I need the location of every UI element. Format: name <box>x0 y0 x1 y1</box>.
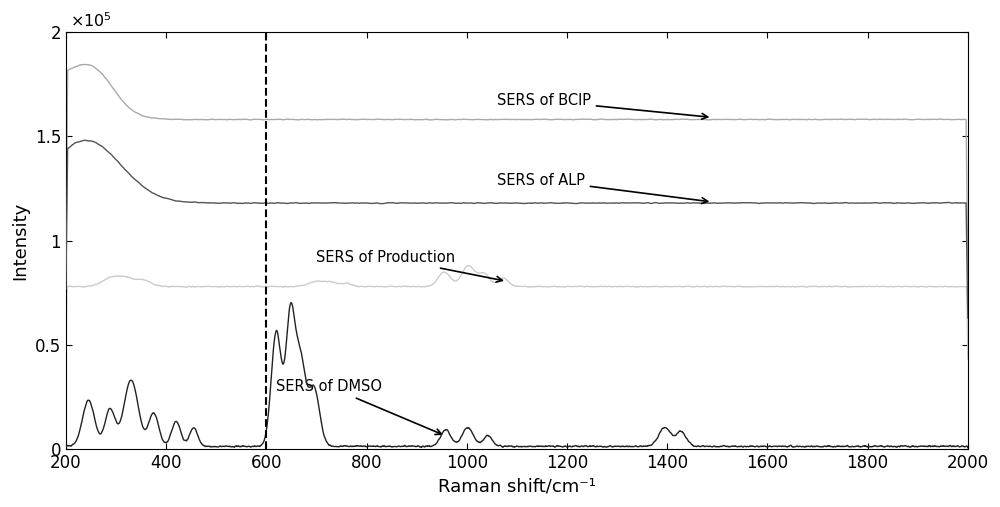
Text: SERS of ALP: SERS of ALP <box>497 172 708 203</box>
Text: SERS of DMSO: SERS of DMSO <box>276 379 441 434</box>
Text: $\times 10^5$: $\times 10^5$ <box>70 11 112 30</box>
Text: SERS of BClP: SERS of BClP <box>497 93 708 119</box>
Text: SERS of Production: SERS of Production <box>316 250 502 282</box>
Y-axis label: Intensity: Intensity <box>11 201 29 280</box>
X-axis label: Raman shift/cm⁻¹: Raman shift/cm⁻¹ <box>438 478 596 496</box>
